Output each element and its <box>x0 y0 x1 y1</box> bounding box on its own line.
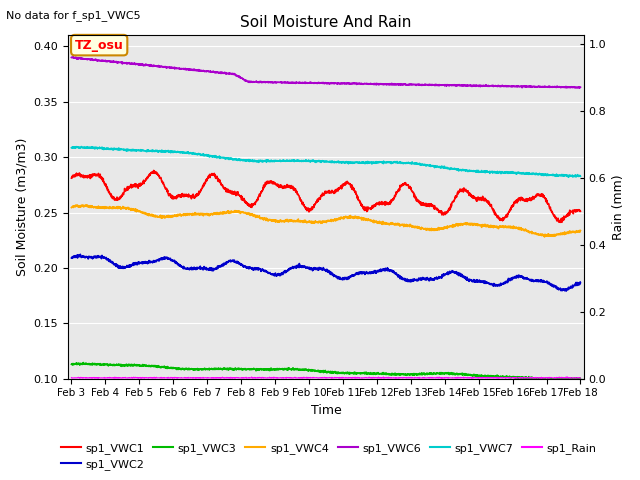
X-axis label: Time: Time <box>310 404 341 417</box>
Title: Soil Moisture And Rain: Soil Moisture And Rain <box>240 15 412 30</box>
Y-axis label: Soil Moisture (m3/m3): Soil Moisture (m3/m3) <box>15 138 28 276</box>
Text: No data for f_sp1_VWC5: No data for f_sp1_VWC5 <box>6 10 141 21</box>
Legend: sp1_VWC1, sp1_VWC2, sp1_VWC3, sp1_VWC4, sp1_VWC6, sp1_VWC7, sp1_Rain: sp1_VWC1, sp1_VWC2, sp1_VWC3, sp1_VWC4, … <box>57 438 601 474</box>
Text: TZ_osu: TZ_osu <box>75 38 124 52</box>
Y-axis label: Rain (mm): Rain (mm) <box>612 174 625 240</box>
